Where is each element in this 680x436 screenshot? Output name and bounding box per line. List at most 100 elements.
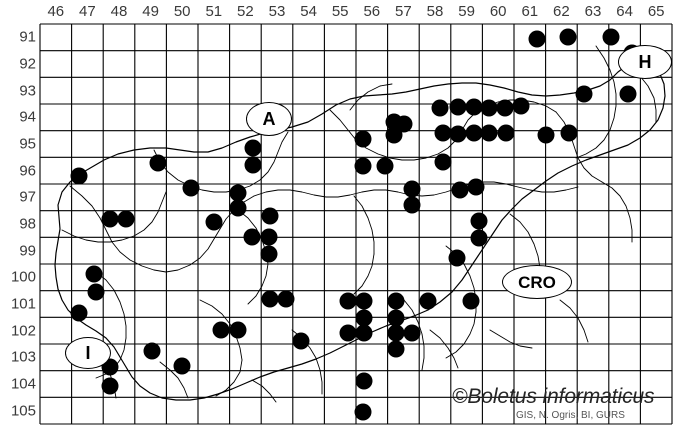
occurrence-dot — [449, 125, 467, 143]
river-line — [133, 191, 167, 237]
river-line — [601, 181, 633, 243]
occurrence-dot — [559, 28, 577, 46]
occurrence-dot — [512, 97, 530, 115]
occurrence-dot — [419, 292, 437, 310]
occurrence-dot — [619, 85, 637, 103]
occurrence-dot — [244, 156, 262, 174]
column-label: 55 — [331, 3, 349, 20]
occurrence-dot — [261, 207, 279, 225]
column-label: 61 — [521, 3, 539, 20]
row-label: 99 — [19, 242, 36, 260]
river-line — [251, 379, 277, 403]
column-label: 60 — [489, 3, 507, 20]
column-label: 50 — [173, 3, 191, 20]
river-line — [595, 45, 617, 131]
row-label: 102 — [10, 322, 36, 340]
occurrence-dot — [451, 181, 469, 199]
row-label: 104 — [10, 375, 36, 393]
column-label: 54 — [300, 3, 317, 20]
row-label: 100 — [10, 268, 36, 286]
occurrence-dot — [387, 292, 405, 310]
occurrence-dot — [602, 28, 620, 46]
river-line — [69, 185, 155, 271]
river-line — [489, 329, 533, 349]
river-line — [575, 129, 611, 159]
column-label: 64 — [616, 3, 633, 20]
river-line — [445, 311, 477, 359]
river-line — [215, 359, 243, 397]
column-label: 65 — [647, 3, 665, 20]
occurrence-dot — [355, 324, 373, 342]
occurrence-dot — [87, 283, 105, 301]
occurrence-dot — [496, 99, 514, 117]
occurrence-dot — [229, 199, 247, 217]
river-line — [349, 83, 393, 111]
row-label: 96 — [19, 162, 36, 180]
occurrence-dot — [403, 324, 421, 342]
river-line — [401, 111, 477, 161]
occurrence-dot — [497, 124, 515, 142]
occurrence-dot — [387, 309, 405, 327]
administrative-boundaries — [54, 61, 666, 401]
river-line — [353, 195, 375, 255]
region-badge-italy: I — [65, 337, 111, 369]
river-line — [247, 263, 269, 305]
river-line — [509, 213, 541, 269]
occurrence-dot — [101, 210, 119, 228]
row-label: 97 — [19, 188, 36, 206]
river-line — [469, 181, 579, 193]
row-label: 105 — [10, 402, 36, 420]
occurrence-dot — [212, 321, 230, 339]
occurrence-dot — [173, 357, 191, 375]
coordinate-grid — [39, 23, 673, 425]
column-label: 58 — [426, 3, 444, 20]
occurrence-dot — [448, 249, 466, 267]
row-label: 95 — [19, 135, 36, 153]
row-label: 94 — [19, 108, 36, 126]
occurrence-dot — [537, 126, 555, 144]
region-badge-hungary: H — [618, 45, 672, 79]
column-label: 46 — [47, 3, 65, 20]
occurrence-dot — [85, 265, 103, 283]
occurrence-dot — [465, 124, 483, 142]
occurrence-dot — [376, 157, 394, 175]
occurrence-dot — [354, 157, 372, 175]
occurrence-dot — [260, 245, 278, 263]
row-label: 101 — [10, 295, 36, 313]
occurrence-dots — [70, 28, 641, 421]
column-label: 62 — [553, 3, 570, 20]
data-source-credits: GIS, N. Ogris, BI, GURS — [516, 410, 625, 421]
occurrence-dot — [560, 124, 578, 142]
occurrence-dot — [354, 130, 372, 148]
row-label: 91 — [19, 28, 36, 46]
river-line — [353, 253, 375, 295]
column-label: 53 — [268, 3, 286, 20]
occurrence-dot — [354, 403, 372, 421]
row-label: 93 — [19, 82, 36, 100]
occurrence-dot — [575, 85, 593, 103]
occurrence-dot — [149, 154, 167, 172]
river-line — [429, 329, 459, 369]
occurrence-dot — [528, 30, 546, 48]
occurrence-dot — [403, 180, 421, 198]
occurrence-dot — [70, 167, 88, 185]
occurrence-dot — [434, 153, 452, 171]
occurrence-dot — [467, 178, 485, 196]
occurrence-dot — [229, 321, 247, 339]
occurrence-dot — [292, 332, 310, 350]
occurrence-dot — [143, 342, 161, 360]
occurrence-dot — [243, 228, 261, 246]
occurrence-dot — [449, 98, 467, 116]
occurrence-dot — [480, 99, 498, 117]
column-label: 59 — [458, 3, 475, 20]
column-label: 48 — [110, 3, 128, 20]
occurrence-dot — [470, 212, 488, 230]
occurrence-dot — [101, 377, 119, 395]
occurrence-dot — [470, 229, 488, 247]
occurrence-dot — [182, 179, 200, 197]
occurrence-dot — [117, 210, 135, 228]
row-label: 103 — [10, 348, 36, 366]
occurrence-dot — [277, 290, 295, 308]
